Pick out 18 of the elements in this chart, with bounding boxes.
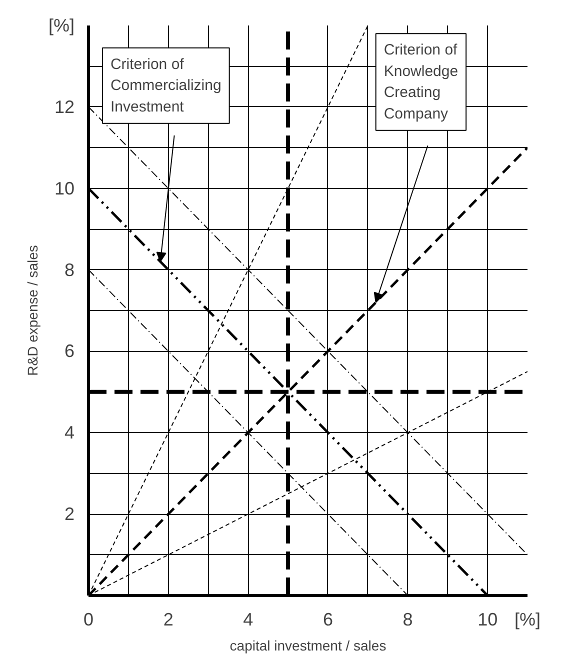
x-axis-title: capital investment / sales bbox=[230, 638, 386, 654]
annotation: Criterion of Knowledge Creating Company bbox=[384, 42, 458, 122]
x-tick-label: 0 bbox=[83, 610, 94, 630]
y-tick-label: 4 bbox=[64, 422, 75, 443]
y-axis-title: R&D expense / sales bbox=[24, 245, 40, 376]
y-tick-label: 12 bbox=[54, 96, 75, 117]
y-tick-label: 10 bbox=[54, 178, 75, 198]
x-tick-label: 10 bbox=[478, 610, 498, 630]
y-tick-label: 6 bbox=[64, 341, 75, 362]
y-tick-label: 2 bbox=[64, 504, 75, 524]
x-tick-label: 6 bbox=[322, 610, 333, 630]
annotation: Criterion of Commercializing Investment bbox=[110, 56, 222, 116]
x-tick-label: 2 bbox=[163, 610, 174, 630]
x-tick-label: 4 bbox=[243, 610, 254, 630]
x-tick-label: 8 bbox=[402, 610, 413, 630]
y-tick-label: [%] bbox=[48, 16, 75, 36]
x-tick-label: [%] bbox=[514, 610, 541, 630]
y-tick-label: 8 bbox=[64, 260, 75, 280]
